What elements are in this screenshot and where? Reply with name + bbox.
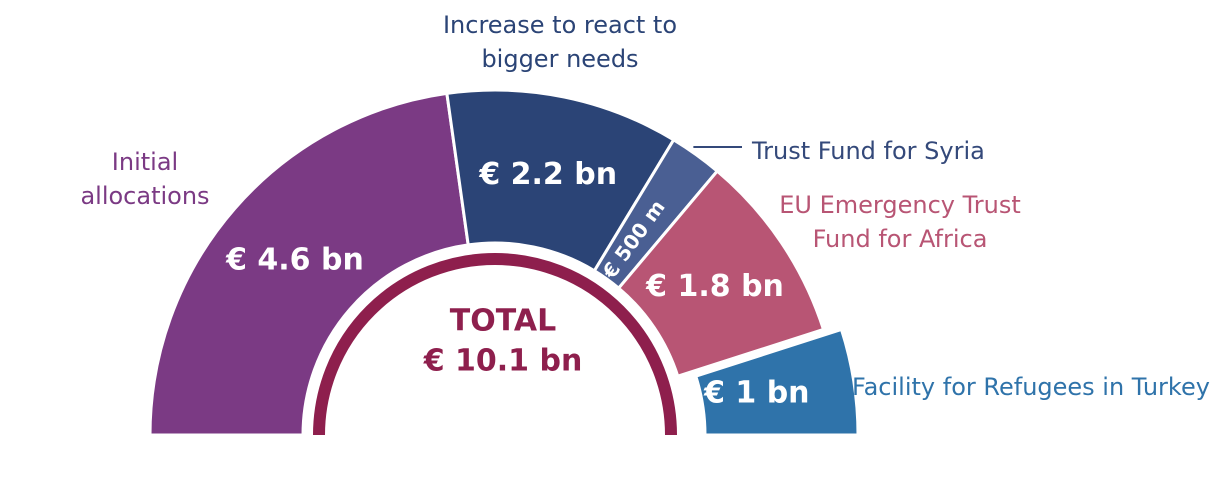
total-label: € 10.1 bn	[423, 344, 583, 379]
value-label: € 1.8 bn	[645, 269, 784, 304]
value-label: € 4.6 bn	[225, 243, 364, 278]
value-label: € 2.2 bn	[478, 157, 617, 192]
total-arc	[313, 253, 677, 436]
segment	[148, 91, 470, 437]
category-label: Increase to react to bigger needs	[442, 11, 678, 73]
category-label: Facility for Refugees in Turkey	[852, 373, 1210, 401]
total-title: TOTAL	[450, 304, 556, 339]
segment	[616, 168, 826, 379]
category-label: EU Emergency Trust Fund for Africa	[779, 191, 1021, 253]
segment	[693, 327, 860, 437]
value-label: € 1 bn	[703, 375, 809, 410]
category-label: Trust Fund for Syria	[752, 137, 985, 165]
category-label: Initial allocations	[80, 148, 210, 210]
